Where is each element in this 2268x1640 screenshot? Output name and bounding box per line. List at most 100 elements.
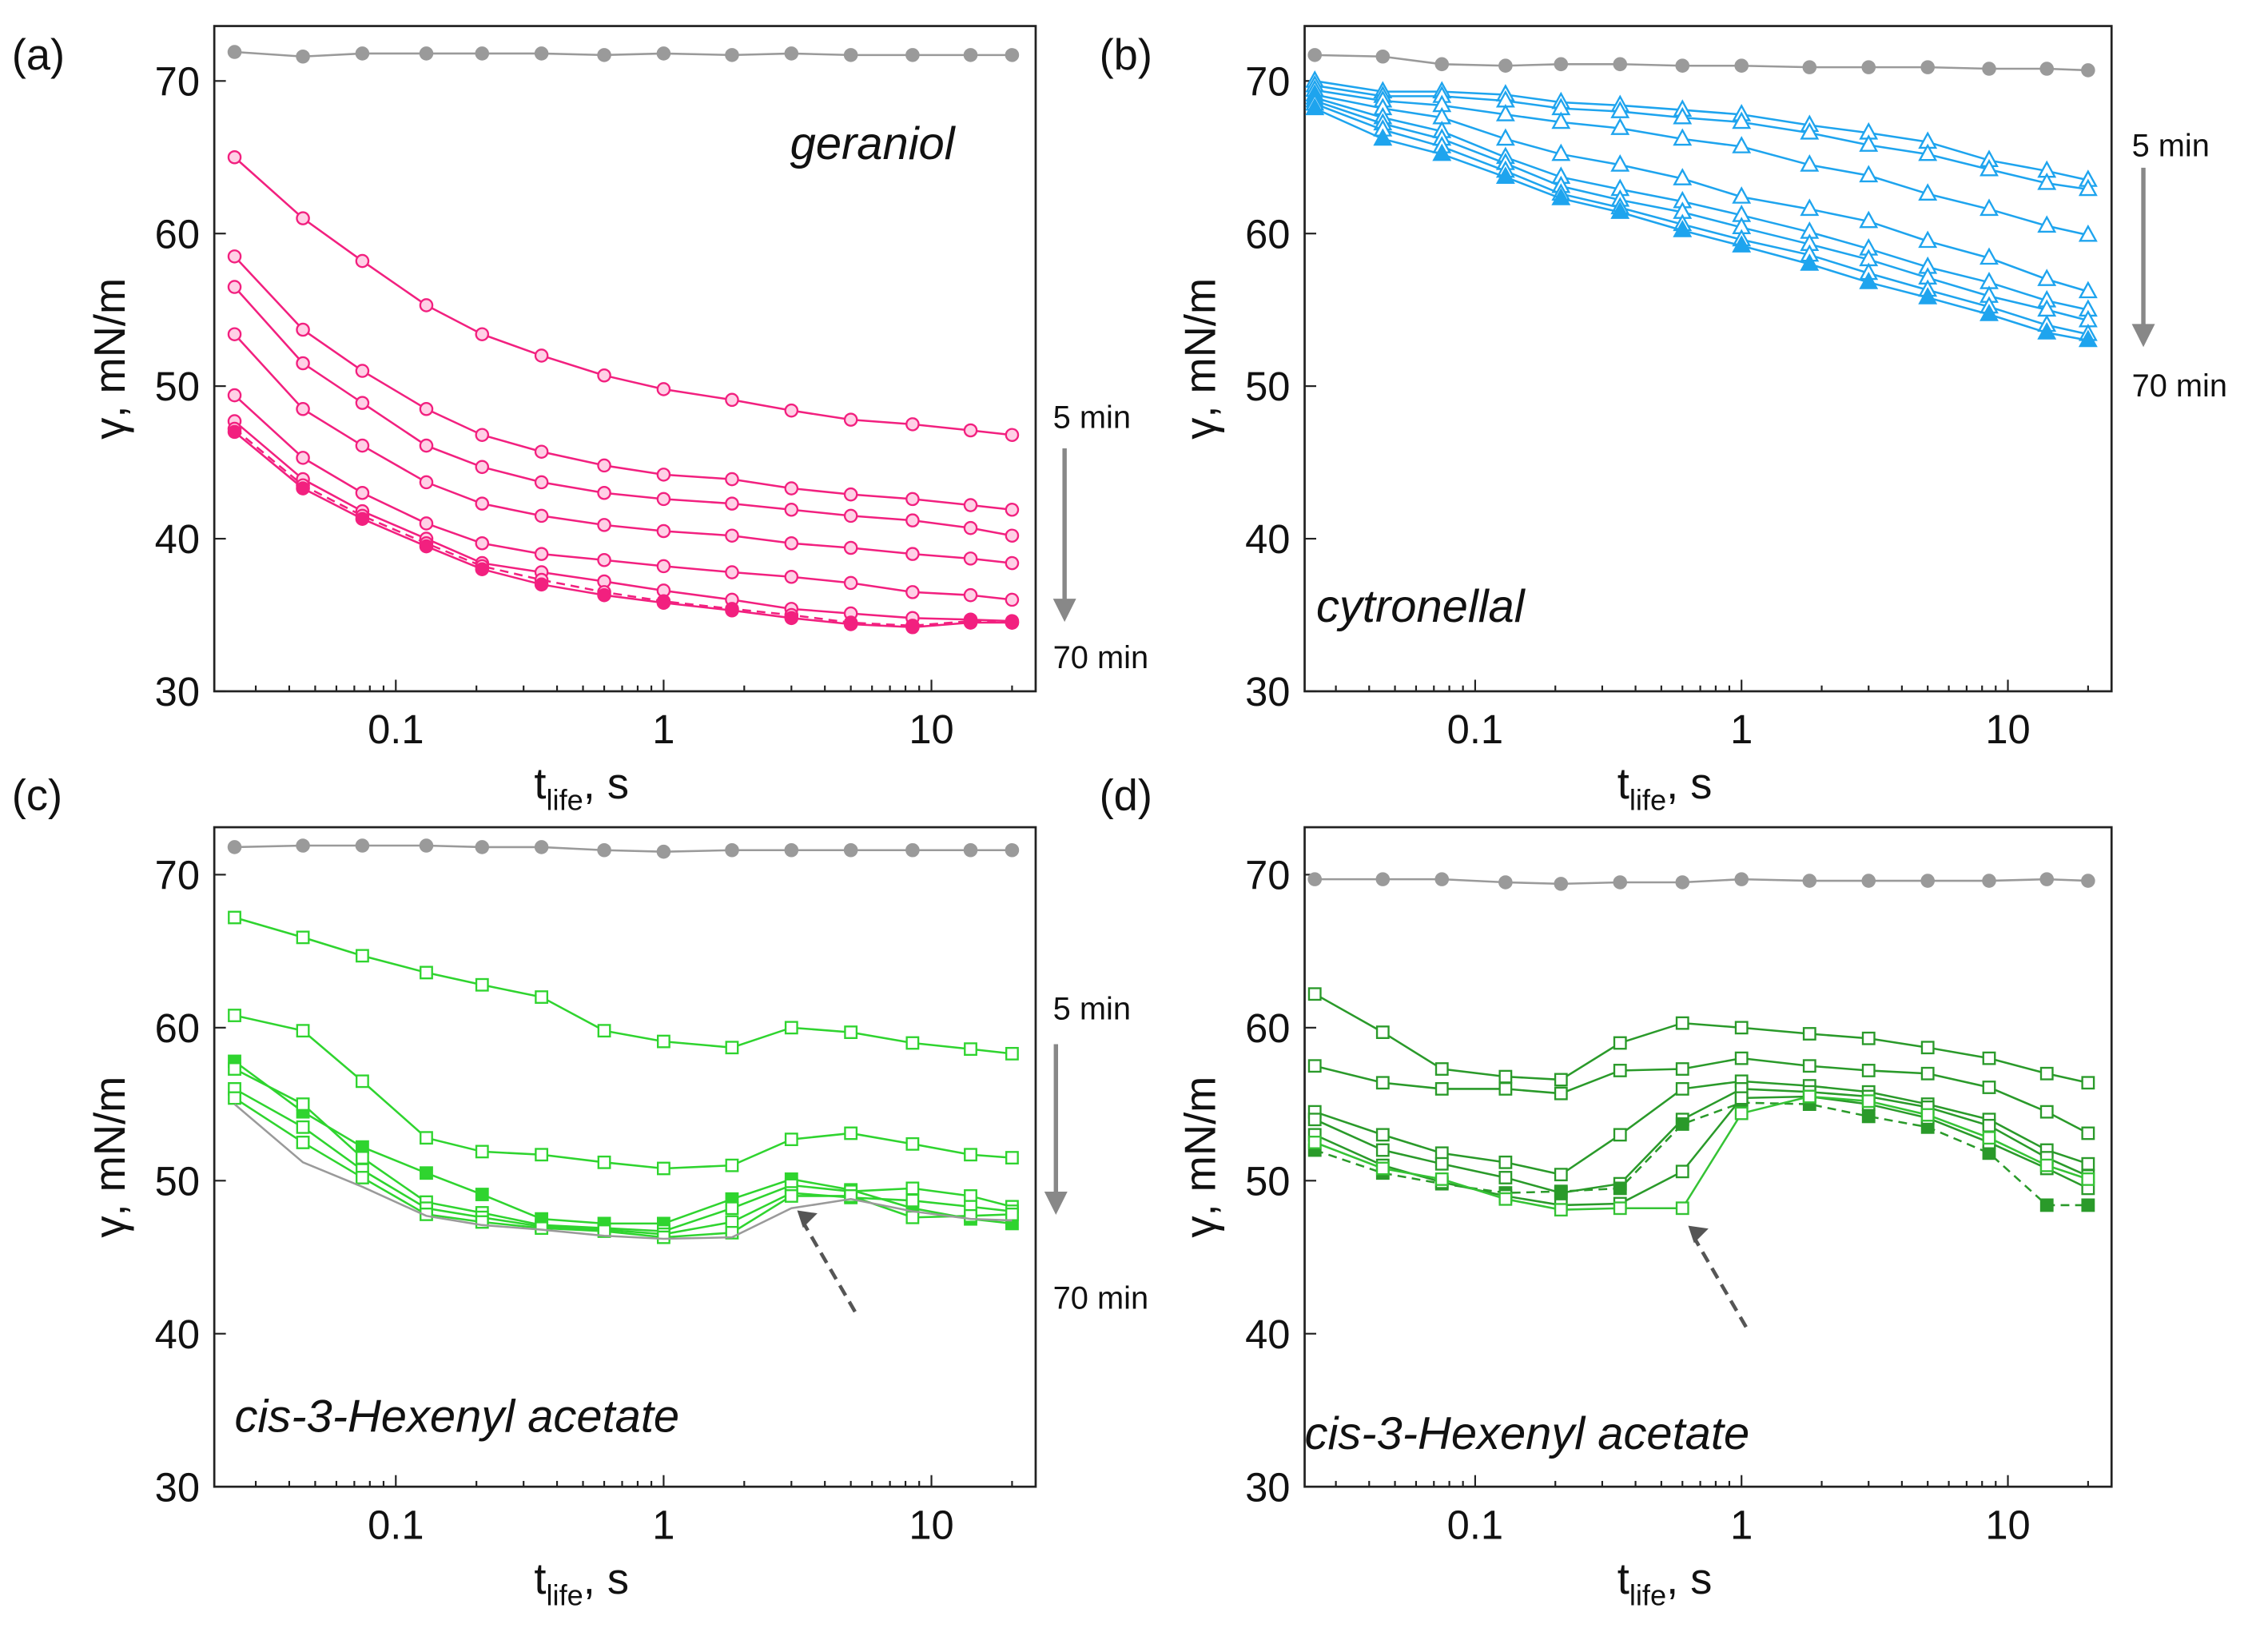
data-point bbox=[1375, 1025, 1390, 1040]
data-point bbox=[1434, 1156, 1449, 1171]
data-point bbox=[2039, 62, 2055, 76]
arrow-head-icon bbox=[1052, 599, 1076, 623]
x-label-unit: , s bbox=[1666, 1554, 1712, 1603]
y-tick-label: 50 bbox=[155, 1158, 200, 1204]
data-point bbox=[1732, 235, 1752, 253]
data-point bbox=[656, 468, 671, 482]
y-tick-label: 40 bbox=[1245, 516, 1290, 562]
data-point bbox=[1802, 1059, 1816, 1073]
data-point bbox=[844, 1025, 858, 1040]
data-point bbox=[2039, 1105, 2054, 1119]
x-tick-label: 10 bbox=[909, 707, 953, 752]
data-point bbox=[1920, 60, 1935, 74]
data-point bbox=[1802, 1027, 1816, 1041]
data-point bbox=[2081, 1198, 2095, 1212]
data-point bbox=[1498, 875, 1513, 890]
data-point bbox=[784, 1132, 798, 1147]
x-axis-label: tlife, s bbox=[1617, 1554, 1713, 1611]
series-line bbox=[1315, 84, 2089, 191]
data-point bbox=[905, 585, 920, 599]
data-point bbox=[963, 551, 978, 566]
series-water bbox=[1307, 48, 2095, 78]
arrow-end-label: 70 min bbox=[1053, 1281, 1148, 1316]
series-t3 bbox=[1307, 1074, 2095, 1182]
data-point bbox=[1861, 1094, 1876, 1109]
series-line bbox=[1315, 54, 2088, 72]
panel-label: (d) bbox=[1100, 770, 1152, 819]
series-5-min bbox=[1307, 987, 2095, 1090]
series-70-min bbox=[233, 1103, 1013, 1240]
data-point bbox=[597, 458, 611, 473]
data-point bbox=[1918, 183, 1938, 201]
series-t3 bbox=[227, 280, 1020, 543]
data-point bbox=[1980, 304, 1999, 321]
data-point bbox=[1673, 220, 1693, 237]
data-point bbox=[419, 838, 434, 853]
data-point bbox=[1673, 106, 1693, 125]
compound-label: cis-3-Hexenyl acetate bbox=[1305, 1408, 1750, 1459]
data-point bbox=[656, 1034, 670, 1049]
series-t2 bbox=[1307, 1051, 2095, 1140]
data-point bbox=[535, 990, 549, 1004]
data-point bbox=[1732, 186, 1752, 204]
data-point bbox=[227, 45, 242, 59]
data-point bbox=[296, 211, 310, 225]
x-label-sub: life bbox=[1629, 783, 1666, 816]
data-point bbox=[597, 1024, 611, 1038]
data-point bbox=[227, 388, 242, 403]
data-point bbox=[1434, 1172, 1449, 1186]
data-point bbox=[227, 249, 242, 264]
series-line bbox=[233, 431, 1013, 629]
data-point bbox=[656, 1230, 670, 1244]
data-point bbox=[420, 1131, 433, 1145]
data-point bbox=[1859, 272, 1879, 289]
data-point bbox=[1307, 872, 1323, 886]
data-point bbox=[725, 1041, 739, 1055]
data-point bbox=[844, 1126, 858, 1140]
data-point bbox=[1675, 1201, 1689, 1216]
data-point bbox=[1498, 1171, 1513, 1184]
series-line bbox=[233, 394, 1013, 601]
data-point bbox=[597, 48, 611, 62]
data-point bbox=[1675, 58, 1690, 73]
data-point bbox=[597, 368, 611, 383]
y-tick-label: 30 bbox=[1245, 669, 1290, 715]
series-line bbox=[1314, 102, 2089, 336]
data-point bbox=[1551, 143, 1571, 161]
data-point bbox=[784, 403, 799, 418]
data-point bbox=[1432, 143, 1452, 161]
series-line bbox=[233, 1068, 1013, 1232]
data-point bbox=[475, 535, 490, 551]
series-line bbox=[233, 1097, 1013, 1239]
y-tick-label: 70 bbox=[1245, 852, 1290, 898]
y-tick-label: 30 bbox=[155, 669, 200, 715]
data-point bbox=[1375, 1143, 1390, 1157]
data-point bbox=[1005, 555, 1020, 571]
data-point bbox=[725, 472, 739, 487]
data-point bbox=[597, 485, 611, 500]
data-point bbox=[1918, 230, 1938, 249]
data-point bbox=[1861, 874, 1876, 888]
data-point bbox=[843, 842, 858, 858]
data-point bbox=[1498, 1192, 1513, 1206]
data-point bbox=[1920, 1066, 1935, 1081]
data-point bbox=[1673, 168, 1693, 185]
series-t2 bbox=[1305, 74, 2098, 197]
series-70-min bbox=[1307, 1089, 2095, 1217]
data-point bbox=[2078, 178, 2098, 197]
data-point bbox=[656, 559, 671, 574]
data-point bbox=[1375, 1076, 1390, 1090]
data-point bbox=[784, 1021, 798, 1035]
data-point bbox=[1918, 143, 1938, 161]
data-point bbox=[1307, 1113, 1322, 1127]
data-point bbox=[534, 46, 549, 61]
data-point bbox=[1918, 287, 1938, 305]
x-label-unit: , s bbox=[1666, 759, 1712, 808]
data-point bbox=[784, 1189, 798, 1203]
data-point bbox=[1610, 201, 1630, 219]
y-tick-label: 30 bbox=[155, 1464, 200, 1510]
data-point bbox=[228, 1009, 241, 1022]
data-point bbox=[2081, 63, 2095, 78]
data-point bbox=[1982, 1081, 1996, 1094]
data-point bbox=[1434, 1062, 1449, 1076]
